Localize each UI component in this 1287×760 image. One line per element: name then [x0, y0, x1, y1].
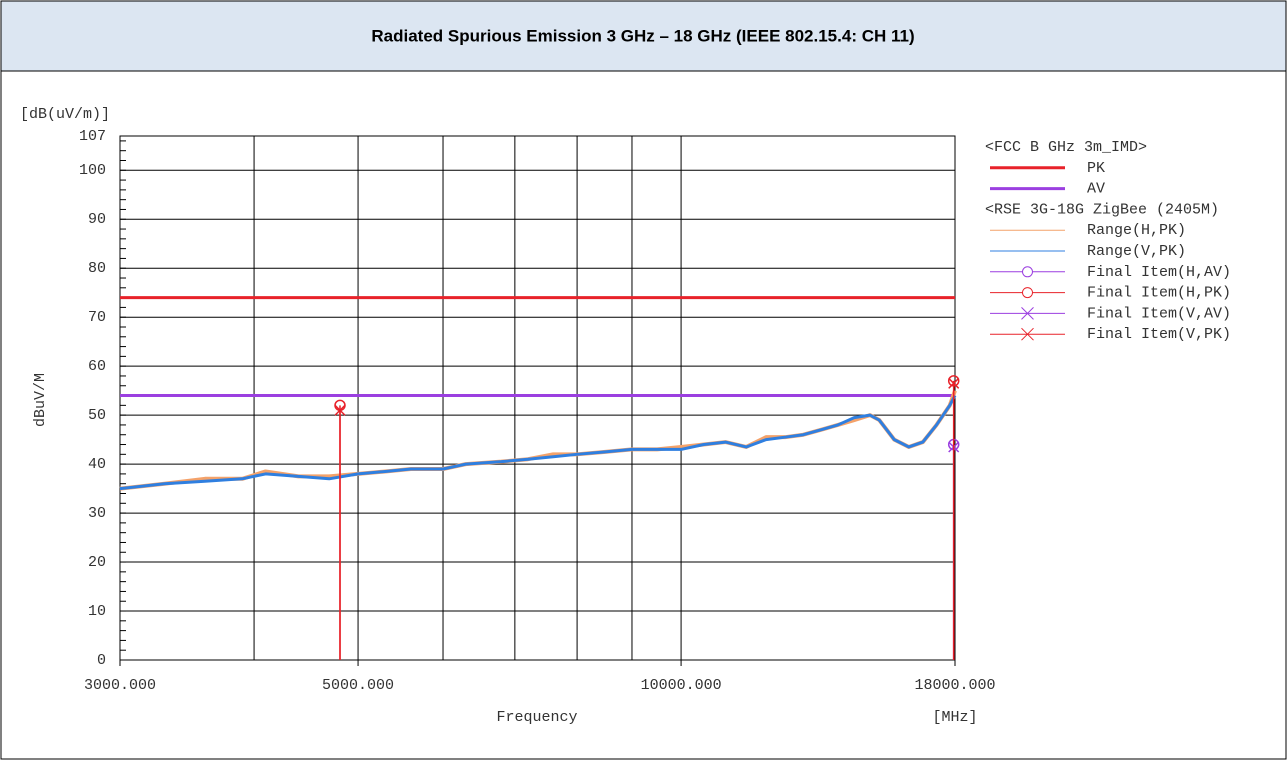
y-tick-label: 0	[97, 652, 106, 669]
y-tick-label: 80	[88, 260, 106, 277]
legend-label: PK	[1087, 160, 1105, 177]
legend-marker	[1021, 327, 1034, 341]
y-tick-label: 70	[88, 309, 106, 326]
y-tick-label: 107	[79, 128, 106, 145]
y-tick-label: 100	[79, 162, 106, 179]
y-tick-label: 10	[88, 603, 106, 620]
legend-label: Final Item(V,AV)	[1087, 305, 1231, 322]
y-tick-label: 20	[88, 554, 106, 571]
y-tick-label: 90	[88, 211, 106, 228]
range-line	[119, 394, 957, 491]
y-unit-label: [dB(uV/m)]	[20, 106, 110, 123]
x-tick-label: 18000.000	[914, 677, 995, 694]
legend-label: Range(V,PK)	[1087, 243, 1186, 260]
x-tick-label: 10000.000	[641, 677, 722, 694]
y-axis-label: dBuV/M	[32, 373, 49, 427]
final-marker	[334, 404, 346, 416]
final-marker	[948, 377, 960, 389]
chart-title: Radiated Spurious Emission 3 GHz – 18 GH…	[371, 26, 914, 45]
legend-label: Range(H,PK)	[1087, 222, 1186, 239]
x-tick-label: 5000.000	[322, 677, 394, 694]
legend-label: AV	[1087, 181, 1105, 198]
y-tick-label: 60	[88, 358, 106, 375]
legend-marker	[1022, 287, 1033, 299]
legend-label: Final Item(H,PK)	[1087, 285, 1231, 302]
x-unit-label: [MHz]	[932, 709, 977, 726]
x-tick-label: 3000.000	[84, 677, 156, 694]
y-tick-label: 50	[88, 407, 106, 424]
legend-marker	[1022, 266, 1033, 278]
legend-group: <FCC B GHz 3m_IMD>	[985, 139, 1147, 156]
y-tick-label: 30	[88, 505, 106, 522]
legend-group: <RSE 3G-18G ZigBee (2405M)	[985, 201, 1219, 218]
legend-label: Final Item(H,AV)	[1087, 264, 1231, 281]
legend-marker	[1021, 307, 1034, 320]
x-axis-label: Frequency	[496, 709, 577, 726]
y-tick-label: 40	[88, 456, 106, 473]
header	[0, 0, 1287, 72]
legend-label: Final Item(V,PK)	[1087, 326, 1231, 343]
